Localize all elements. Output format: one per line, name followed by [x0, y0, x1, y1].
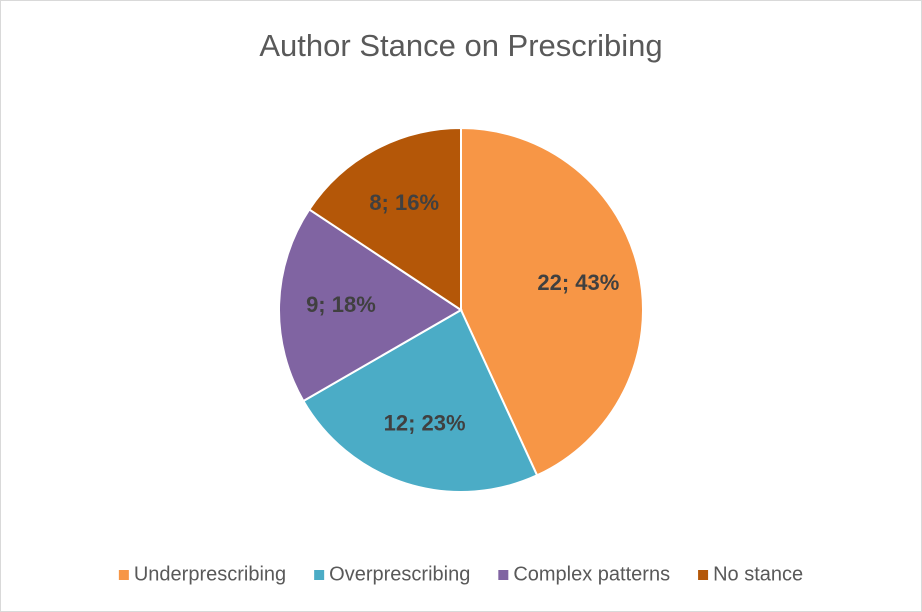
- legend-label: Underprescribing: [134, 563, 286, 585]
- data-label: 22; 43%: [537, 270, 619, 295]
- legend-marker: [698, 570, 709, 580]
- pie-slice: [278, 208, 463, 403]
- legend-label: Overprescribing: [329, 563, 470, 585]
- pie-slice: [307, 126, 462, 312]
- legend-marker: [118, 570, 129, 580]
- legend-label: Complex patterns: [513, 563, 670, 585]
- legend-marker: [314, 570, 325, 580]
- legend-marker: [498, 570, 509, 580]
- chart-title: Author Stance on Prescribing: [259, 28, 662, 63]
- data-label: 8; 16%: [369, 190, 439, 215]
- data-label: 9; 18%: [306, 292, 376, 317]
- pie-slice: [302, 308, 539, 493]
- data-label: 12; 23%: [384, 410, 466, 435]
- legend-label: No stance: [713, 563, 803, 585]
- pie-slice: [460, 126, 644, 477]
